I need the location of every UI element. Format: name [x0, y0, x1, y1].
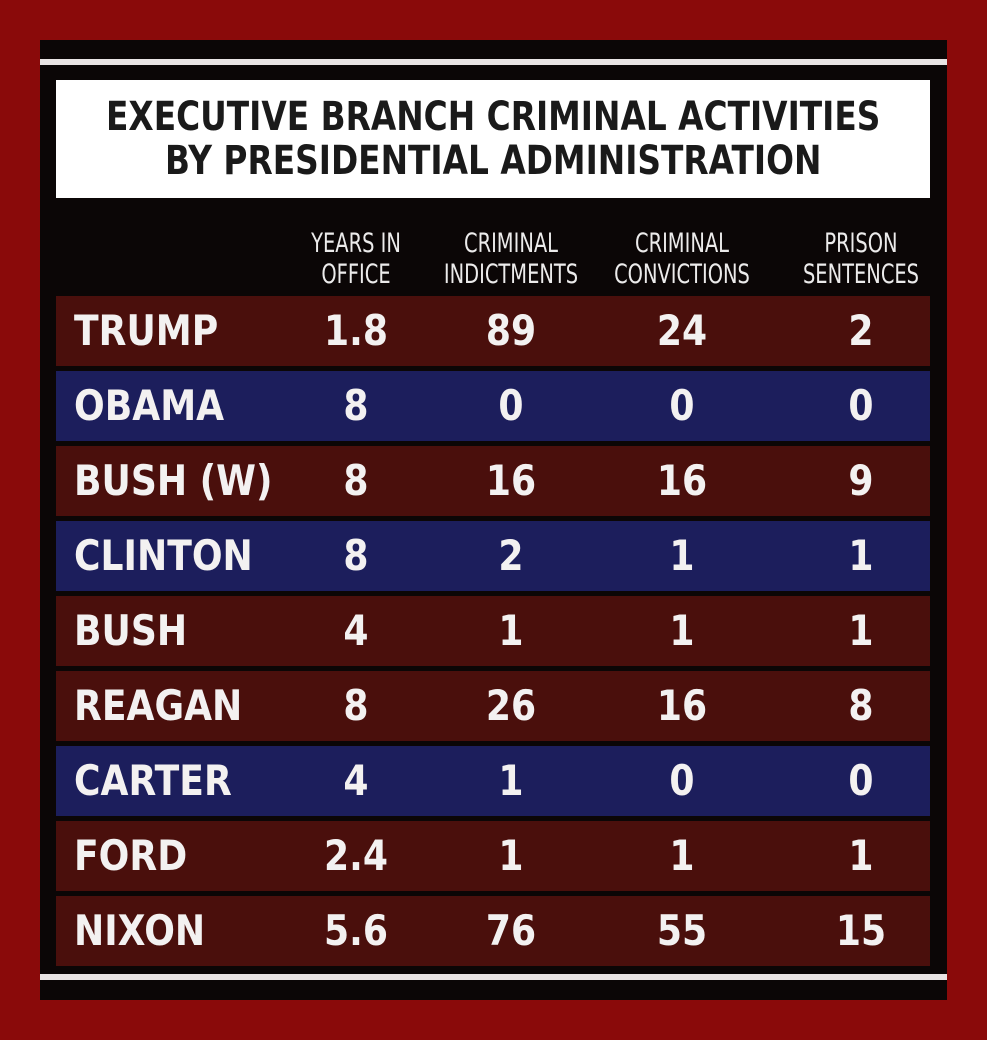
row-name: REAGAN	[74, 681, 243, 730]
row-name: CARTER	[74, 756, 232, 805]
cell-sentences: 1	[848, 606, 874, 655]
cell-indictments: 76	[485, 906, 537, 955]
cell-sentences: 1	[848, 831, 874, 880]
table-row-bush: BUSH 4 1 1 1	[56, 596, 930, 666]
cell-indictments: 1	[498, 831, 524, 880]
cell-sentences: 8	[848, 681, 874, 730]
cell-sentences: 9	[848, 456, 874, 505]
cell-years: 4	[343, 756, 369, 805]
column-header-years-line-1: YEARS IN	[311, 228, 401, 259]
row-name: BUSH	[74, 606, 188, 655]
cell-convictions: 1	[669, 531, 695, 580]
cell-convictions: 0	[669, 381, 695, 430]
cell-convictions: 16	[656, 681, 708, 730]
title-box: EXECUTIVE BRANCH CRIMINAL ACTIVITIES BY …	[56, 80, 930, 198]
cell-sentences: 1	[848, 531, 874, 580]
cell-indictments: 0	[498, 381, 524, 430]
cell-years: 8	[343, 456, 369, 505]
column-header-sentences: PRISON SENTENCES	[789, 228, 933, 290]
row-name: TRUMP	[74, 306, 219, 355]
title-line-2: BY PRESIDENTIAL ADMINISTRATION	[164, 138, 822, 184]
table-row-ford: FORD 2.4 1 1 1	[56, 821, 930, 891]
cell-years: 8	[343, 531, 369, 580]
row-name: FORD	[74, 831, 188, 880]
table-row-nixon: NIXON 5.6 76 55 15	[56, 896, 930, 966]
cell-sentences: 0	[848, 381, 874, 430]
column-header-convictions-line-2: CONVICTIONS	[614, 259, 750, 290]
table-row-bush-w: BUSH (W) 8 16 16 9	[56, 446, 930, 516]
column-header-convictions: CRIMINAL CONVICTIONS	[610, 228, 754, 290]
cell-indictments: 1	[498, 606, 524, 655]
cell-years: 1.8	[324, 306, 388, 355]
cell-indictments: 26	[485, 681, 537, 730]
column-header-convictions-line-1: CRIMINAL	[634, 228, 729, 259]
cell-years: 8	[343, 681, 369, 730]
cell-sentences: 15	[835, 906, 887, 955]
row-name: OBAMA	[74, 381, 225, 430]
column-header-sentences-line-1: PRISON	[824, 228, 898, 259]
table-row-reagan: REAGAN 8 26 16 8	[56, 671, 930, 741]
cell-indictments: 1	[498, 756, 524, 805]
cell-years: 4	[343, 606, 369, 655]
cell-indictments: 16	[485, 456, 537, 505]
bottom-stripe	[40, 974, 947, 980]
table-row-trump: TRUMP 1.8 89 24 2	[56, 296, 930, 366]
cell-convictions: 16	[656, 456, 708, 505]
row-name: BUSH (W)	[74, 456, 273, 505]
cell-years: 8	[343, 381, 369, 430]
cell-convictions: 0	[669, 756, 695, 805]
table-row-obama: OBAMA 8 0 0 0	[56, 371, 930, 441]
table-row-carter: CARTER 4 1 0 0	[56, 746, 930, 816]
title-line-1: EXECUTIVE BRANCH CRIMINAL ACTIVITIES	[105, 94, 881, 140]
cell-convictions: 24	[656, 306, 708, 355]
column-header-years: YEARS IN OFFICE	[284, 228, 428, 290]
cell-convictions: 1	[669, 831, 695, 880]
cell-convictions: 55	[656, 906, 708, 955]
top-stripe	[40, 59, 947, 65]
cell-convictions: 1	[669, 606, 695, 655]
column-header-sentences-line-2: SENTENCES	[802, 259, 920, 290]
row-name: NIXON	[74, 906, 206, 955]
column-header-indictments-line-1: CRIMINAL	[463, 228, 558, 259]
cell-years: 2.4	[324, 831, 388, 880]
table-row-clinton: CLINTON 8 2 1 1	[56, 521, 930, 591]
cell-sentences: 2	[848, 306, 874, 355]
column-header-indictments: CRIMINAL INDICTMENTS	[439, 228, 583, 290]
cell-indictments: 89	[485, 306, 537, 355]
column-header-years-line-2: OFFICE	[321, 259, 391, 290]
cell-years: 5.6	[324, 906, 388, 955]
row-name: CLINTON	[74, 531, 253, 580]
cell-indictments: 2	[498, 531, 524, 580]
cell-sentences: 0	[848, 756, 874, 805]
column-header-indictments-line-2: INDICTMENTS	[443, 259, 579, 290]
